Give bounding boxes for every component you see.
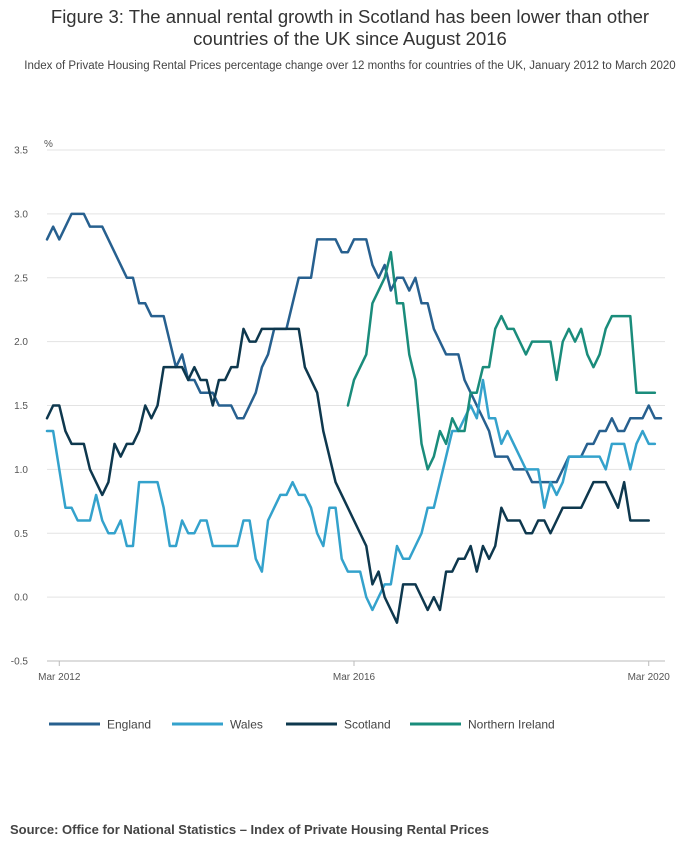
y-axis-label: % [44, 139, 53, 150]
legend-item-wales: Wales [172, 718, 263, 732]
y-tick-label: 2.0 [14, 337, 28, 348]
series-lines [45, 212, 663, 624]
gridlines [47, 149, 665, 662]
x-axis: Mar 2012 Mar 2016 Mar 2020 [38, 660, 671, 683]
source-note: Source: Office for National Statistics –… [10, 822, 489, 837]
legend-label: England [107, 718, 151, 732]
y-tick-label: 1.5 [14, 401, 28, 412]
legend-label: Northern Ireland [468, 718, 555, 732]
series-line-wales [45, 378, 657, 612]
y-tick-label: 3.5 [14, 146, 28, 157]
chart-subtitle: Index of Private Housing Rental Prices p… [24, 60, 676, 72]
y-tick-label: 0.5 [14, 529, 28, 540]
y-tick-label: 0.0 [14, 593, 28, 604]
y-axis: 3.5 3.0 2.5 2.0 1.5 1.0 0.5 0.0 -0.5 [11, 146, 29, 668]
y-tick-label: 1.0 [14, 465, 28, 476]
legend-item-scotland: Scotland [286, 718, 391, 732]
x-tick-label: Mar 2016 [333, 672, 376, 683]
legend-label: Wales [230, 718, 263, 732]
y-tick-label: -0.5 [11, 657, 29, 668]
legend-item-england: England [49, 718, 151, 732]
series-line-scotland [45, 327, 650, 624]
legend-label: Scotland [344, 718, 391, 732]
x-tick-label: Mar 2020 [628, 672, 671, 683]
legend-item-northern-ireland: Northern Ireland [410, 718, 555, 732]
series-line-northern-ireland [346, 250, 657, 471]
chart-title: Figure 3: The annual rental growth in Sc… [50, 6, 650, 49]
y-tick-label: 3.0 [14, 209, 28, 220]
y-tick-label: 2.5 [14, 273, 28, 284]
series-line-england [45, 212, 663, 484]
line-chart: 3.53.02.52.01.51.00.50.0-0.5 % Mar 2012 M… [11, 139, 671, 732]
legend: England Wales Scotland Northern Ireland [49, 718, 555, 732]
x-tick-label: Mar 2012 [38, 672, 81, 683]
